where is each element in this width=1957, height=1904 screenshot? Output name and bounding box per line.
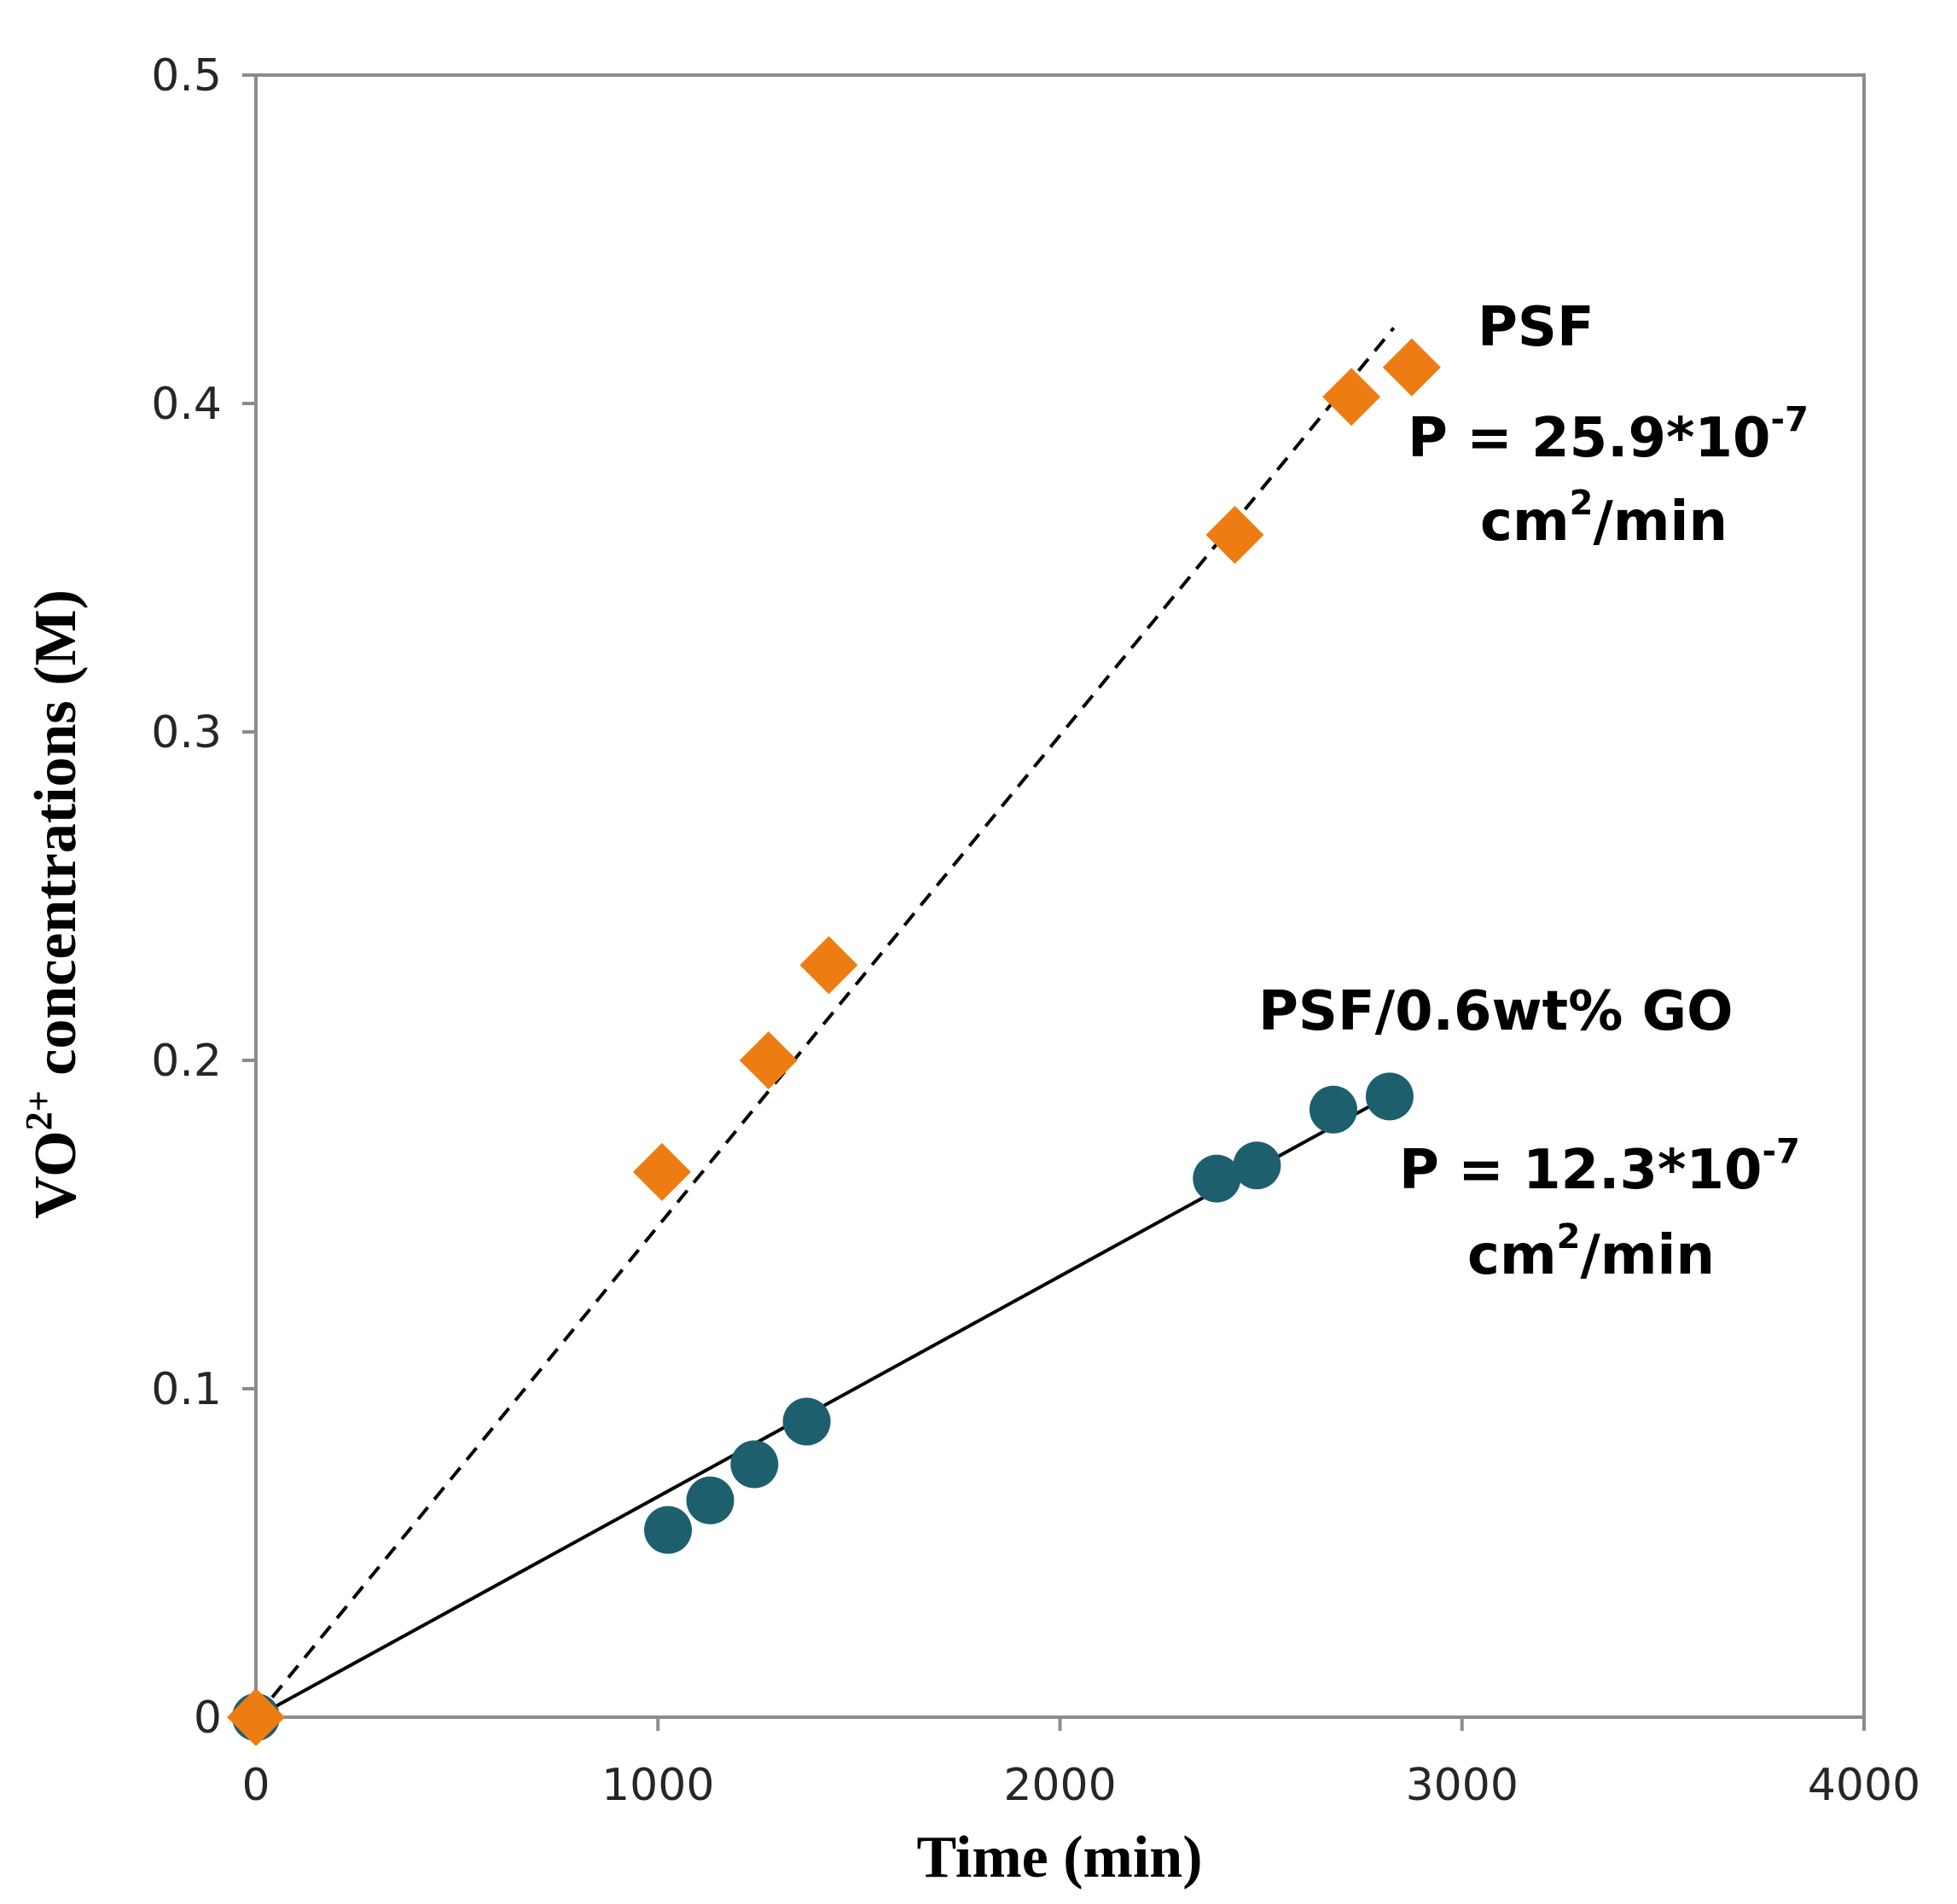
psf-data-point [632,1142,691,1201]
go-data-point [644,1506,693,1554]
go-data-point [1309,1085,1357,1134]
go-label: PSF/0.6wt% GO [1258,980,1733,1043]
psf-data-point [227,1688,285,1746]
go-data-point [1193,1154,1241,1203]
psf-permeability: P = 25.9*10-7 [1408,400,1809,470]
go-data-point [686,1476,735,1524]
go-unit: cm2/min [1467,1217,1715,1287]
x-tick-label: 4000 [1808,1760,1920,1811]
go-data-point [730,1440,779,1489]
y-tick-label: 0.2 [151,1036,222,1087]
psf-label: PSF [1478,296,1594,359]
y-tick-label: 0.1 [151,1364,222,1415]
psf-unit: cm2/min [1480,484,1728,554]
psf-data-point [1382,338,1441,397]
data-points [227,338,1441,1746]
y-axis-ticks: 0 0.1 0.2 0.3 0.4 0.5 [151,50,256,1744]
x-axis-title: Time (min) [916,1825,1202,1890]
x-tick-label: 1000 [601,1760,714,1811]
x-tick-label: 3000 [1406,1760,1519,1811]
y-axis-title: VO2+ concentrations (M) [18,589,89,1219]
psf-data-point [739,1031,798,1089]
y-tick-label: 0 [194,1692,222,1744]
y-tick-label: 0.5 [151,50,222,102]
psf-fit-line [254,327,1396,1719]
psf-data-point [1205,506,1264,564]
go-data-point [1233,1141,1281,1190]
y-tick-label: 0.4 [151,379,222,430]
x-tick-label: 0 [241,1760,270,1811]
y-tick-label: 0.3 [151,707,222,758]
psf-data-point [1322,368,1381,427]
go-permeability: P = 12.3*10-7 [1399,1132,1800,1202]
go-data-point [782,1397,831,1446]
x-axis-ticks: 0 1000 2000 3000 4000 [241,1717,1920,1811]
psf-data-point [799,936,858,995]
plot-area [254,73,1866,1719]
go-data-point [1365,1072,1414,1121]
x-tick-label: 2000 [1003,1760,1116,1811]
